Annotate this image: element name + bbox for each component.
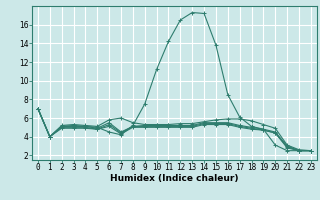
X-axis label: Humidex (Indice chaleur): Humidex (Indice chaleur): [110, 174, 239, 183]
